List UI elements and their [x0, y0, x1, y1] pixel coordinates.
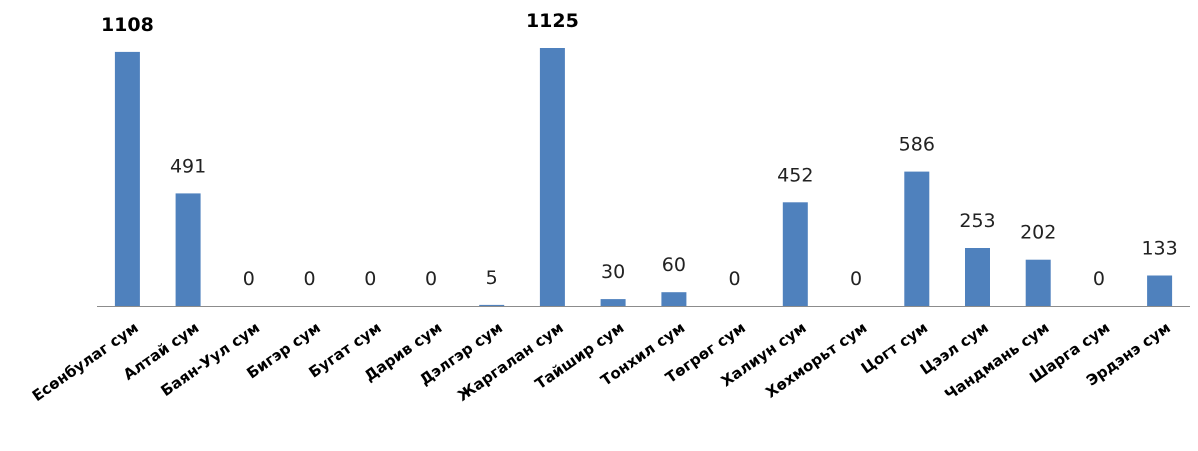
bar [661, 292, 687, 306]
bar-value-label: 0 [364, 268, 376, 290]
category-tick-label: Есөнбулаг сум [29, 319, 142, 406]
bar-value-label: 0 [729, 268, 741, 290]
bar-value-label: 1125 [526, 10, 579, 32]
bar [782, 202, 808, 306]
bar-value-label: 452 [777, 164, 813, 186]
bar-value-label: 133 [1141, 238, 1177, 260]
bars-layer [114, 48, 1173, 307]
bar-value-label: 1108 [101, 14, 154, 36]
bar-value-label: 491 [170, 155, 206, 177]
bar-value-label: 5 [486, 267, 498, 289]
bar-value-label: 0 [243, 268, 255, 290]
bar [539, 48, 565, 306]
value-labels-layer: 1108 491 0 0 0 0 5 1125 30 60 0 452 0 586 253 202 0 133 [101, 10, 1178, 290]
bar [1025, 259, 1051, 306]
bar-value-label: 586 [899, 134, 935, 156]
bar-value-label: 0 [1093, 268, 1105, 290]
bar-value-label: 0 [425, 268, 437, 290]
bar [175, 193, 201, 306]
bar [479, 304, 505, 306]
category-tick-label: Хөхморьт сум [762, 319, 870, 402]
bar-value-label: 253 [959, 210, 995, 232]
bar [114, 51, 140, 307]
bar [965, 248, 990, 306]
bar [1147, 275, 1173, 306]
bar [600, 299, 626, 306]
bar-value-label: 0 [850, 268, 862, 290]
bar-value-label: 202 [1020, 222, 1056, 244]
bar-value-label: 30 [601, 261, 625, 283]
bar-value-label: 60 [662, 254, 686, 276]
category-tick-label: Чандмань сум [941, 319, 1052, 404]
bar-value-label: 0 [303, 268, 315, 290]
category-tick-label: Жаргалан сум [454, 319, 567, 405]
bar [904, 171, 930, 306]
